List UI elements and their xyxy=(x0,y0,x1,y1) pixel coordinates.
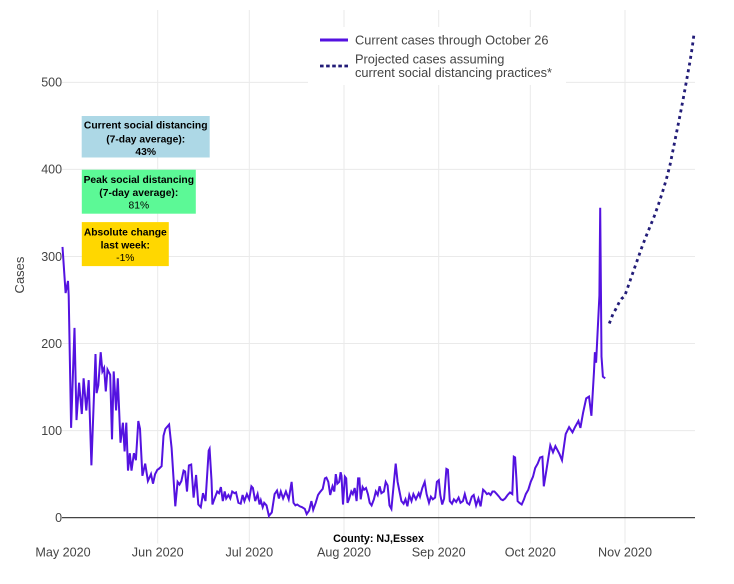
svg-text:County: NJ,Essex: County: NJ,Essex xyxy=(333,533,424,545)
svg-text:Projected cases assuming: Projected cases assuming xyxy=(355,52,504,67)
svg-text:Nov 2020: Nov 2020 xyxy=(598,545,652,559)
svg-text:Sep 2020: Sep 2020 xyxy=(412,545,466,559)
svg-text:May 2020: May 2020 xyxy=(35,545,90,559)
svg-text:(7-day average):: (7-day average): xyxy=(106,135,185,146)
svg-text:-1%: -1% xyxy=(116,253,134,264)
svg-text:last week:: last week: xyxy=(101,241,150,252)
svg-text:400: 400 xyxy=(41,163,62,177)
svg-text:(7-day average):: (7-day average): xyxy=(99,188,178,199)
svg-text:100: 100 xyxy=(41,424,62,438)
svg-text:current social distancing prac: current social distancing practices* xyxy=(355,65,552,80)
svg-text:Current cases through October: Current cases through October 26 xyxy=(355,32,548,47)
svg-text:Cases: Cases xyxy=(12,256,27,293)
svg-text:0: 0 xyxy=(55,511,62,525)
svg-text:Jun 2020: Jun 2020 xyxy=(132,545,184,559)
svg-text:Absolute change: Absolute change xyxy=(84,228,167,239)
svg-text:500: 500 xyxy=(41,76,62,90)
svg-text:300: 300 xyxy=(41,250,62,264)
svg-text:Oct 2020: Oct 2020 xyxy=(505,545,556,559)
svg-text:Peak social distancing: Peak social distancing xyxy=(84,175,194,186)
svg-text:81%: 81% xyxy=(128,201,149,212)
svg-text:Jul 2020: Jul 2020 xyxy=(225,545,273,559)
svg-text:43%: 43% xyxy=(135,147,156,158)
svg-text:200: 200 xyxy=(41,337,62,351)
svg-text:Aug 2020: Aug 2020 xyxy=(317,545,371,559)
svg-text:Current social distancing: Current social distancing xyxy=(84,121,208,132)
